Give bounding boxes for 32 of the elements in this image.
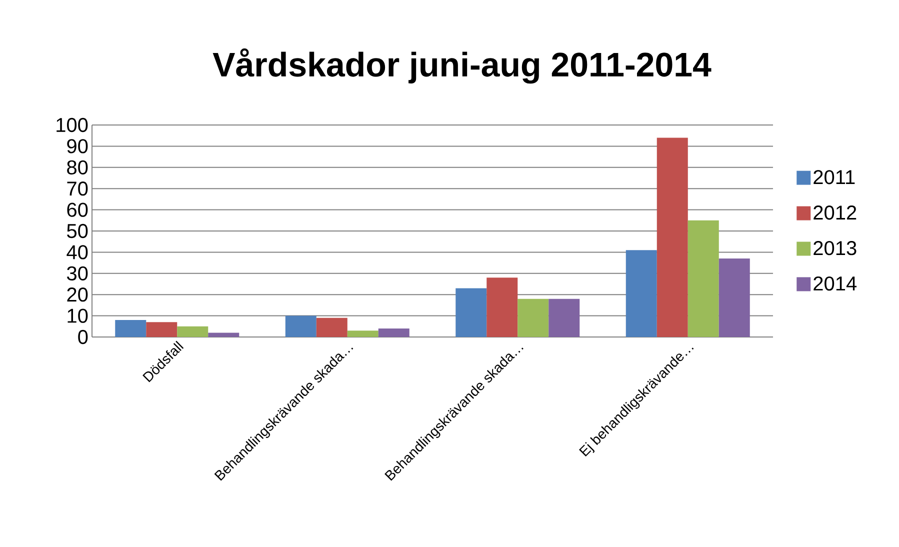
y-tick-label: 10 xyxy=(68,308,88,323)
y-tick-label: 60 xyxy=(67,202,88,217)
bar xyxy=(456,288,487,337)
bar xyxy=(378,328,410,337)
bar xyxy=(316,318,348,337)
bar xyxy=(656,138,688,337)
bar xyxy=(688,220,719,337)
chart-title: Vårdskador juni-aug 2011-2014 xyxy=(212,48,712,84)
y-tick-label: 30 xyxy=(66,266,88,280)
legend-label: 2011 xyxy=(814,170,855,184)
y-tick-label: 20 xyxy=(67,288,88,302)
bar xyxy=(208,332,240,337)
legend-label: 2014 xyxy=(814,276,857,291)
y-tick-label: 80 xyxy=(67,160,88,174)
bar xyxy=(115,320,146,337)
bar xyxy=(285,316,316,337)
bar xyxy=(718,258,750,337)
y-tick-label: 70 xyxy=(67,182,88,196)
bar xyxy=(626,250,657,337)
legend-label: 2012 xyxy=(814,206,856,220)
y-tick-label: 50 xyxy=(67,224,88,238)
bar xyxy=(486,278,518,337)
bar xyxy=(177,326,208,337)
bar xyxy=(146,322,178,337)
y-tick-label: 90 xyxy=(67,139,88,154)
bar xyxy=(518,298,549,337)
y-tick-label: 40 xyxy=(66,245,88,260)
y-tick-label: 0 xyxy=(78,330,88,344)
legend-label: 2013 xyxy=(814,241,856,256)
bar xyxy=(548,298,580,337)
bar xyxy=(347,330,378,337)
y-tick-label: 100 xyxy=(56,118,88,132)
